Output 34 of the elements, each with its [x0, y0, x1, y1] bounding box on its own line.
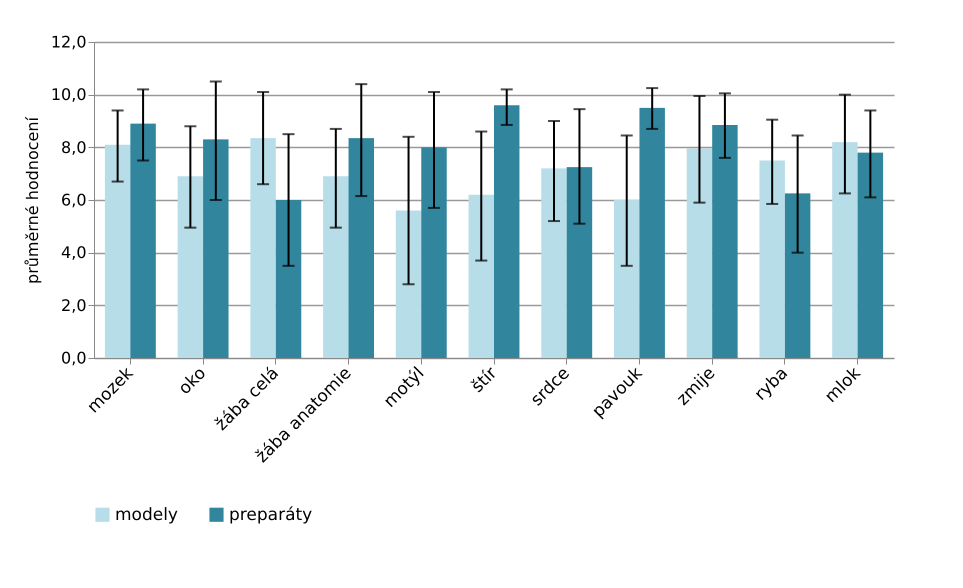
bar [396, 210, 422, 358]
bar [348, 138, 374, 358]
bar [421, 147, 447, 358]
bar [541, 168, 567, 358]
bar [639, 108, 665, 358]
y-tick-label: 0,0 [61, 348, 86, 368]
bar [203, 139, 229, 358]
y-tick-label: 8,0 [61, 138, 86, 157]
bar [494, 105, 520, 358]
bar [832, 142, 858, 358]
bar [130, 124, 156, 358]
bar [686, 148, 712, 358]
y-axis-title: průměrné hodnocení [22, 116, 42, 284]
bar [323, 176, 349, 358]
bar [614, 200, 640, 358]
y-tick-label: 10,0 [50, 85, 86, 104]
bar [566, 167, 592, 358]
y-tick-label: 2,0 [61, 296, 86, 315]
bar [858, 152, 884, 358]
x-tick-label: štír [468, 363, 502, 397]
bar [104, 144, 130, 358]
x-tick-label: oko [174, 363, 210, 399]
bar [759, 160, 785, 358]
bar [712, 124, 738, 358]
y-tick-label: 4,0 [61, 243, 86, 262]
bar [468, 194, 494, 358]
y-tick-label: 6,0 [61, 190, 86, 210]
bar [250, 138, 276, 358]
legend-label: preparáty [229, 504, 312, 525]
legend-label: modely [115, 504, 178, 525]
bar [276, 200, 302, 358]
y-tick-label: 12,0 [50, 32, 86, 52]
bar [178, 176, 204, 358]
bar [784, 193, 810, 358]
